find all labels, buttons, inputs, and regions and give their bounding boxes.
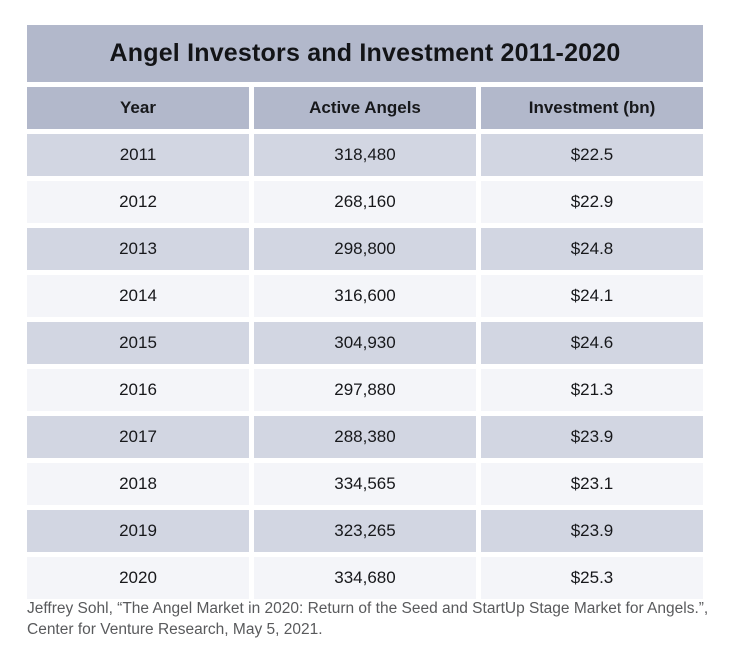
table-cell: $22.5 xyxy=(481,134,703,176)
table-cell: $25.3 xyxy=(481,557,703,599)
table-grid: Year Active Angels Investment (bn) 2011 318,… xyxy=(27,87,703,599)
table-cell: 298,800 xyxy=(254,228,476,270)
table-cell: 304,930 xyxy=(254,322,476,364)
table-cell: 2020 xyxy=(27,557,249,599)
table-cell: $22.9 xyxy=(481,181,703,223)
table-cell: 323,265 xyxy=(254,510,476,552)
table-cell: 2011 xyxy=(27,134,249,176)
table-cell: $21.3 xyxy=(481,369,703,411)
table-cell: $24.6 xyxy=(481,322,703,364)
table-title: Angel Investors and Investment 2011-2020 xyxy=(27,25,703,82)
table-cell: 2013 xyxy=(27,228,249,270)
column-header: Active Angels xyxy=(254,87,476,129)
table-cell: 2018 xyxy=(27,463,249,505)
source-citation: Jeffrey Sohl, “The Angel Market in 2020:… xyxy=(27,600,709,638)
table-cell: 297,880 xyxy=(254,369,476,411)
table-cell: $23.1 xyxy=(481,463,703,505)
table-cell: $24.1 xyxy=(481,275,703,317)
table-cell: 334,680 xyxy=(254,557,476,599)
table-cell: 2012 xyxy=(27,181,249,223)
table-cell: $24.8 xyxy=(481,228,703,270)
table-cell: 318,480 xyxy=(254,134,476,176)
angel-investment-table: Angel Investors and Investment 2011-2020… xyxy=(27,25,703,599)
table-cell: 288,380 xyxy=(254,416,476,458)
column-header: Year xyxy=(27,87,249,129)
table-cell: 2014 xyxy=(27,275,249,317)
table-cell: $23.9 xyxy=(481,510,703,552)
table-cell: 268,160 xyxy=(254,181,476,223)
table-cell: 334,565 xyxy=(254,463,476,505)
column-header: Investment (bn) xyxy=(481,87,703,129)
table-cell: 2016 xyxy=(27,369,249,411)
table-cell: 316,600 xyxy=(254,275,476,317)
table-cell: 2019 xyxy=(27,510,249,552)
table-cell: 2017 xyxy=(27,416,249,458)
table-cell: $23.9 xyxy=(481,416,703,458)
table-cell: 2015 xyxy=(27,322,249,364)
